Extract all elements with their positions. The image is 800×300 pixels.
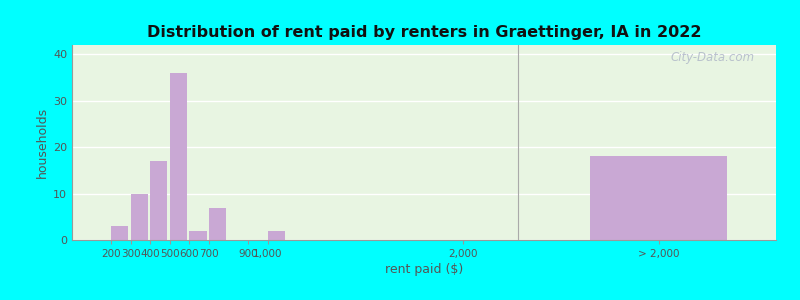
Bar: [267, 231, 285, 240]
Bar: [590, 156, 727, 240]
Bar: [190, 231, 206, 240]
Bar: [111, 226, 128, 240]
Text: City-Data.com: City-Data.com: [670, 51, 755, 64]
Bar: [72, 45, 518, 240]
X-axis label: rent paid ($): rent paid ($): [385, 263, 463, 276]
Bar: [170, 73, 187, 240]
Bar: [130, 194, 148, 240]
Bar: [518, 45, 776, 240]
Title: Distribution of rent paid by renters in Graettinger, IA in 2022: Distribution of rent paid by renters in …: [146, 25, 702, 40]
Bar: [150, 161, 167, 240]
Bar: [209, 208, 226, 240]
Y-axis label: households: households: [36, 107, 49, 178]
